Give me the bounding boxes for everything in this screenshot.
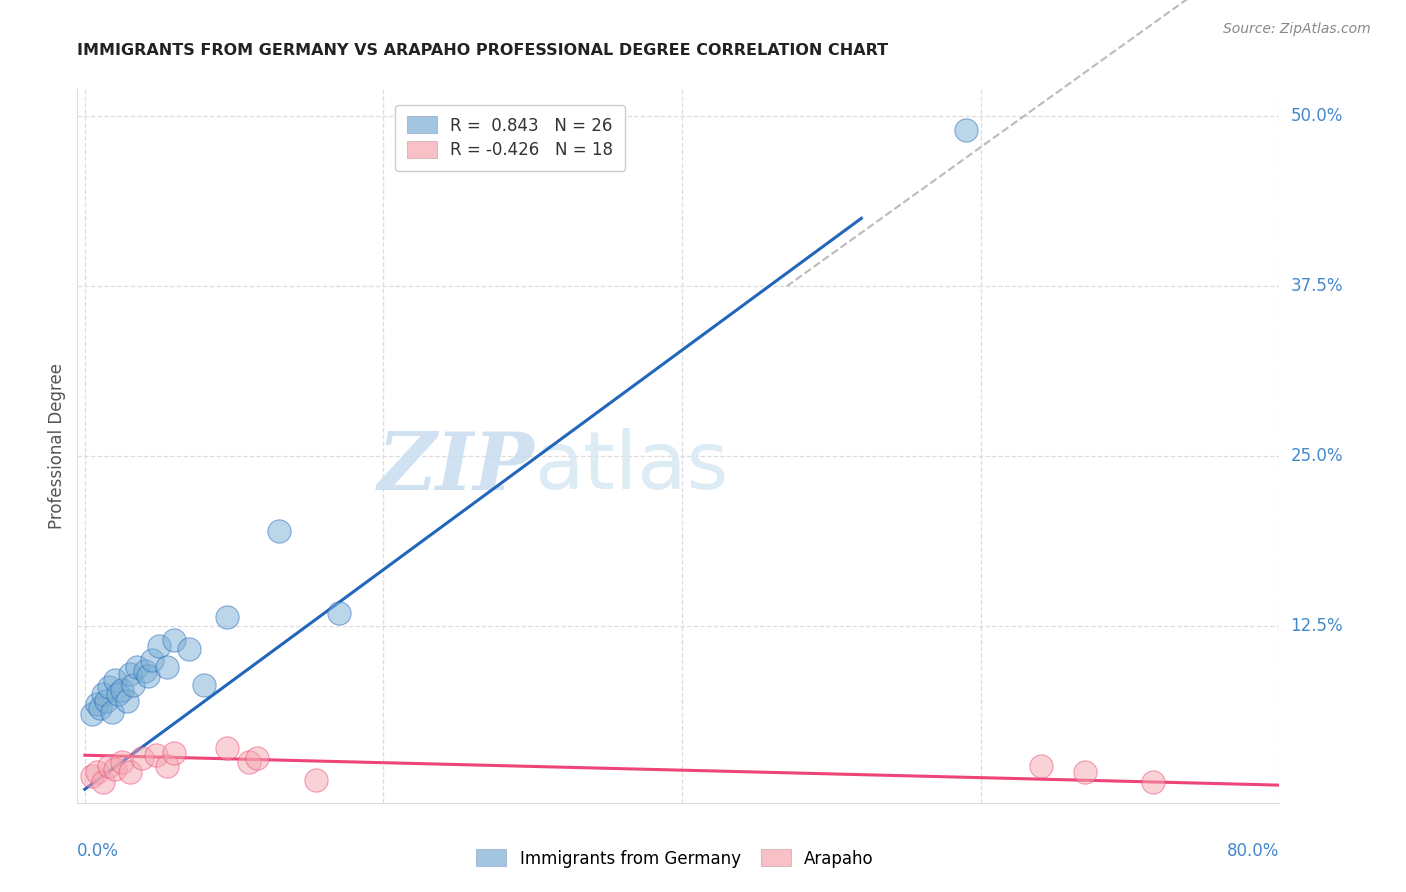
Point [328,606,350,620]
Point [111,755,134,769]
Point [238,755,260,769]
Point [82,769,104,783]
Point [1142,775,1164,789]
Point [163,746,186,760]
Point [1074,764,1097,779]
Point [115,694,138,708]
Point [193,677,215,691]
Point [121,677,143,691]
Text: 0.0%: 0.0% [77,842,120,860]
Point [97,680,120,694]
Text: 50.0%: 50.0% [1291,107,1343,126]
Text: atlas: atlas [534,428,728,507]
Point [118,666,141,681]
Point [267,524,290,538]
Text: 37.5%: 37.5% [1291,277,1343,295]
Point [156,660,179,674]
Text: Source: ZipAtlas.com: Source: ZipAtlas.com [1223,22,1371,37]
Text: 12.5%: 12.5% [1291,617,1343,635]
Point [215,741,238,756]
Text: 25.0%: 25.0% [1291,447,1343,466]
Point [86,764,108,779]
Point [91,687,114,701]
Point [91,775,114,789]
Point [131,751,153,765]
Point [245,751,267,765]
Point [107,687,129,701]
Point [156,759,179,773]
Point [1029,759,1052,773]
Point [136,669,159,683]
Legend: R =  0.843   N = 26, R = -0.426   N = 18: R = 0.843 N = 26, R = -0.426 N = 18 [395,104,624,171]
Point [89,700,111,714]
Point [179,642,201,657]
Point [104,762,127,776]
Point [118,764,141,779]
Point [86,697,108,711]
Point [145,748,167,763]
Point [305,772,328,787]
Point [215,609,238,624]
Point [125,660,148,674]
Text: 80.0%: 80.0% [1227,842,1279,860]
Point [134,664,156,678]
Text: IMMIGRANTS FROM GERMANY VS ARAPAHO PROFESSIONAL DEGREE CORRELATION CHART: IMMIGRANTS FROM GERMANY VS ARAPAHO PROFE… [77,43,889,58]
Point [104,673,127,688]
Point [163,632,186,647]
Point [955,123,977,137]
Point [111,683,134,698]
Point [100,705,122,719]
Text: ZIP: ZIP [377,429,534,506]
Point [82,707,104,722]
Point [97,759,120,773]
Point [148,640,170,654]
Legend: Immigrants from Germany, Arapaho: Immigrants from Germany, Arapaho [464,838,886,880]
Point [94,694,117,708]
Point [141,653,163,667]
Y-axis label: Professional Degree: Professional Degree [48,363,66,529]
